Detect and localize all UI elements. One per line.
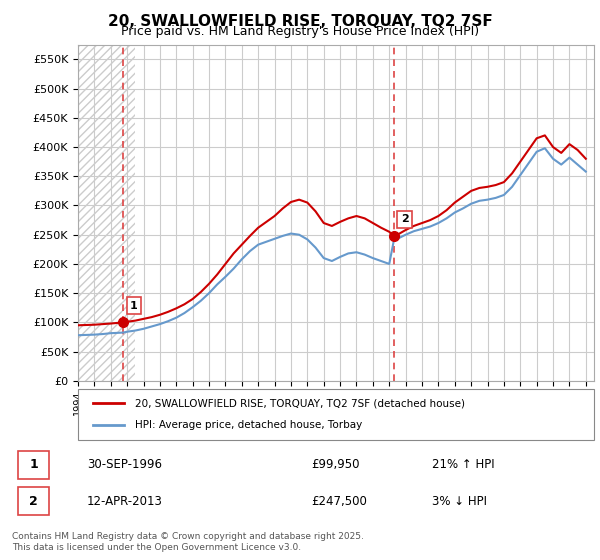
Text: Contains HM Land Registry data © Crown copyright and database right 2025.
This d: Contains HM Land Registry data © Crown c… [12,532,364,552]
FancyBboxPatch shape [18,451,49,478]
Text: 3% ↓ HPI: 3% ↓ HPI [433,494,487,508]
FancyBboxPatch shape [18,487,49,515]
Text: 1: 1 [130,301,138,310]
Text: 20, SWALLOWFIELD RISE, TORQUAY, TQ2 7SF (detached house): 20, SWALLOWFIELD RISE, TORQUAY, TQ2 7SF … [135,398,465,408]
Text: 2: 2 [29,494,38,508]
Text: 12-APR-2013: 12-APR-2013 [87,494,163,508]
Text: 20, SWALLOWFIELD RISE, TORQUAY, TQ2 7SF: 20, SWALLOWFIELD RISE, TORQUAY, TQ2 7SF [107,14,493,29]
Text: £99,950: £99,950 [311,458,360,472]
FancyBboxPatch shape [78,389,594,440]
Text: 21% ↑ HPI: 21% ↑ HPI [433,458,495,472]
Text: Price paid vs. HM Land Registry's House Price Index (HPI): Price paid vs. HM Land Registry's House … [121,25,479,38]
Text: 1: 1 [29,458,38,472]
Bar [78,45,136,381]
Text: £247,500: £247,500 [311,494,367,508]
Text: 30-SEP-1996: 30-SEP-1996 [87,458,162,472]
Text: 2: 2 [401,214,409,225]
Text: HPI: Average price, detached house, Torbay: HPI: Average price, detached house, Torb… [135,421,362,431]
